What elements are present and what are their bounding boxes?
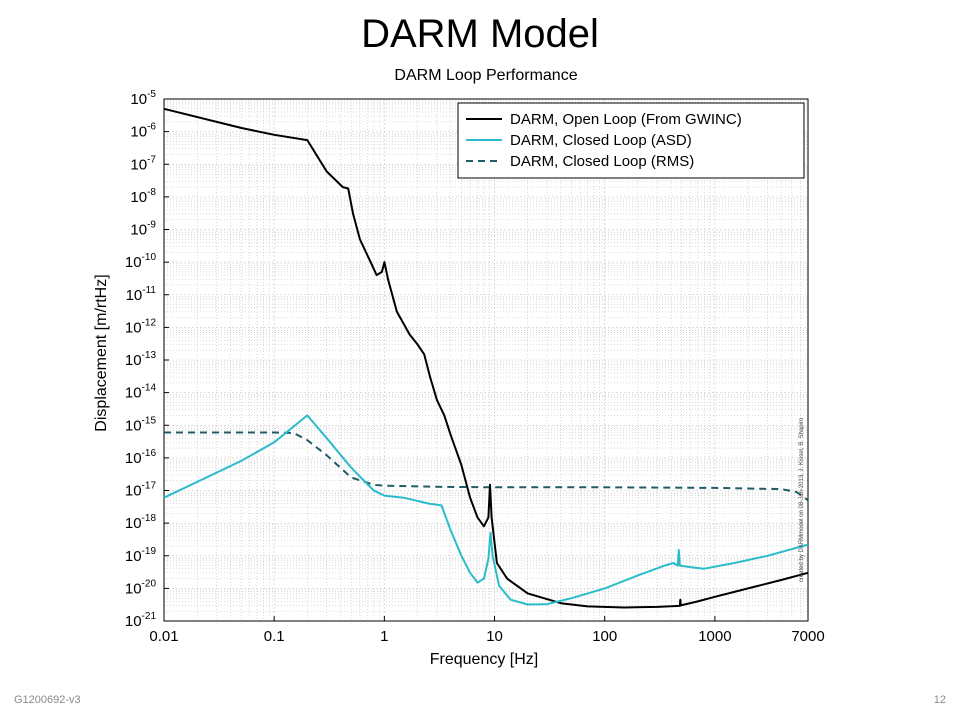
y-tick-label: 10-9 xyxy=(130,220,156,239)
y-tick-label: 10-10 xyxy=(125,252,157,271)
y-tick-label: 10-12 xyxy=(125,317,157,336)
series-layer xyxy=(163,107,809,609)
series-line-3 xyxy=(164,431,809,502)
legend-box xyxy=(457,102,805,179)
y-tick-label: 10-16 xyxy=(125,448,157,467)
y-tick-label: 10-8 xyxy=(130,187,156,206)
y-tick-label: 10-15 xyxy=(125,415,157,434)
y-axis-ticks: 10-5 10-6 10-7 10-8 10-9 10-10 10-11 10-12 10-13… xyxy=(125,89,169,630)
chart-legend: DARM, Open Loop (From GWINC) DARM, Closed… xyxy=(457,102,805,179)
legend-label: DARM, Open Loop (From GWINC) xyxy=(510,111,742,128)
page-number: 12 xyxy=(933,694,946,706)
y-axis-label: Displacement [m/rtHz] xyxy=(93,274,110,431)
series-line-2 xyxy=(163,414,809,606)
y-tick-label: 10-18 xyxy=(125,513,157,532)
y-tick-label: 10-17 xyxy=(125,481,157,500)
legend-label: DARM, Closed Loop (ASD) xyxy=(510,132,692,149)
x-axis-ticks: 0.01 0.1 1 10 100 1000 7000 xyxy=(149,616,825,645)
y-tick-label: 10-19 xyxy=(125,546,157,565)
chart-title: DARM Loop Performance xyxy=(394,67,577,84)
x-tick-label: 1 xyxy=(380,628,388,645)
x-tick-label: 10 xyxy=(486,628,503,645)
x-tick-label: 0.1 xyxy=(264,628,285,645)
y-tick-label: 10-5 xyxy=(130,89,156,108)
x-tick-label: 7000 xyxy=(791,628,824,645)
creation-credit-annotation: created by DARMmodel on 08-Jan-2013, J. … xyxy=(799,417,805,582)
y-tick-label: 10-14 xyxy=(125,383,157,402)
slide-title: DARM Model xyxy=(361,12,599,56)
y-tick-label: 10-6 xyxy=(130,122,156,141)
y-tick-label: 10-13 xyxy=(125,350,157,369)
x-axis-label: Frequency [Hz] xyxy=(430,651,538,668)
y-tick-label: 10-20 xyxy=(125,578,157,597)
series-line-1 xyxy=(163,107,809,609)
y-tick-label: 10-11 xyxy=(126,285,157,304)
x-tick-label: 0.01 xyxy=(149,628,178,645)
legend-label: DARM, Closed Loop (RMS) xyxy=(510,153,694,170)
document-id: G1200692-v3 xyxy=(14,694,81,706)
x-tick-label: 1000 xyxy=(698,628,731,645)
x-tick-label: 100 xyxy=(592,628,617,645)
y-tick-label: 10-21 xyxy=(125,611,157,630)
y-tick-label: 10-7 xyxy=(130,154,156,173)
